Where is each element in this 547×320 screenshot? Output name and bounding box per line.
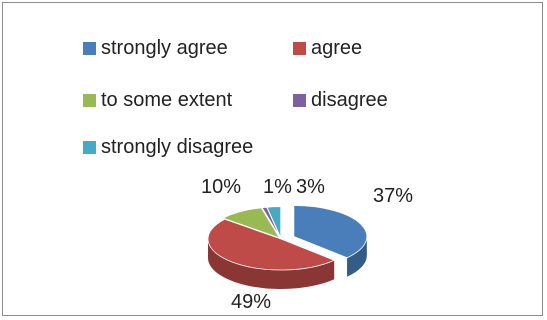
legend-label-to-some-extent: to some extent (101, 89, 233, 111)
pie-side-agree (208, 239, 335, 289)
pie-side-strongly-agree (347, 236, 367, 277)
pie-slice-agree (207, 218, 336, 271)
pie-tops (207, 205, 368, 271)
legend-label-disagree: disagree (311, 89, 388, 111)
legend-label-agree: agree (311, 37, 363, 59)
data-label-to-some-extent: 10% (201, 176, 241, 198)
legend-swatch-strongly-disagree (83, 140, 96, 154)
legend-item-strongly-agree: strongly agree (83, 36, 228, 60)
pie-slice-to-some-extent (222, 207, 281, 239)
legend-label-strongly-disagree: strongly disagree (101, 136, 254, 158)
data-label-disagree: 1% (263, 176, 292, 198)
data-label-strongly-agree: 37% (373, 185, 413, 207)
legend-item-agree: agree (293, 36, 362, 60)
data-label-agree: 49% (231, 291, 271, 313)
legend-swatch-disagree (293, 93, 306, 107)
legend-label-strongly-agree: strongly agree (101, 37, 228, 59)
pie-labels: 37% 49% 10% 1% 3% (201, 176, 413, 313)
pie-chart: 37% 49% 10% 1% 3% (201, 176, 413, 313)
pie-slice-strongly-agree (293, 205, 368, 259)
legend-swatch-to-some-extent (83, 93, 96, 107)
pie-sides (208, 236, 367, 289)
chart-area: strongly agree agree to some extent disa… (2, 2, 543, 316)
data-label-strongly-disagree: 3% (296, 176, 325, 198)
legend-item-to-some-extent: to some extent (83, 88, 232, 112)
legend-swatch-strongly-agree (83, 41, 96, 55)
legend-swatch-agree (293, 41, 306, 55)
pie-slice-strongly-disagree (266, 206, 282, 238)
legend-item-strongly-disagree: strongly disagree (83, 135, 253, 159)
legend-item-disagree: disagree (293, 88, 388, 112)
